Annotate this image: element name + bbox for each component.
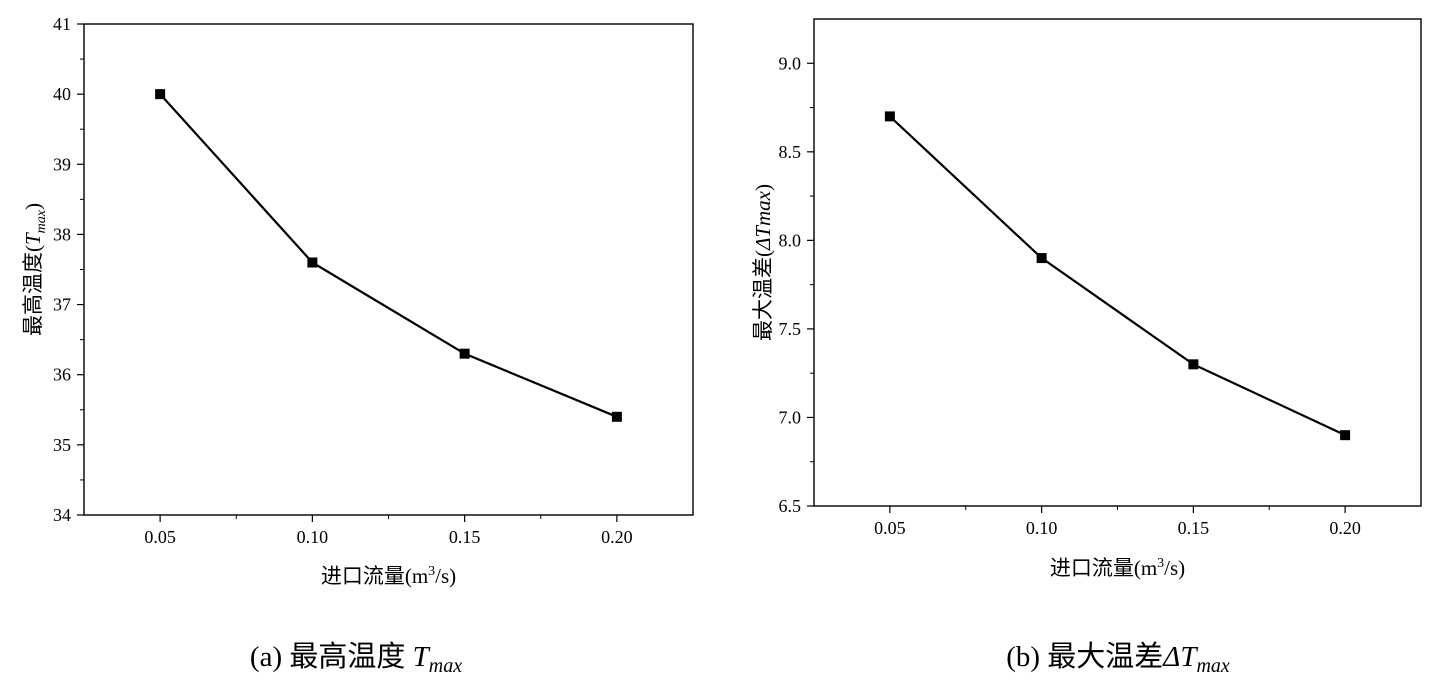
chart-a-caption-subscript: max bbox=[429, 655, 462, 677]
chart-b-data-point bbox=[1036, 253, 1047, 264]
chart-a-y-tick-label: 39 bbox=[53, 154, 71, 174]
chart-a-y-tick-label: 35 bbox=[53, 435, 71, 455]
chart-a-y-tick-label: 41 bbox=[53, 14, 71, 34]
chart-a-y-axis-title-tail: ) bbox=[21, 203, 45, 210]
chart-a-series-line bbox=[159, 93, 618, 418]
chart-b-data-point bbox=[884, 111, 895, 122]
chart-a-x-axis-title: 进口流量(m3/s) bbox=[321, 564, 456, 588]
chart-a-x-tick-label: 0.20 bbox=[601, 527, 633, 547]
chart-a-y-axis-title-main: 最高温度( bbox=[21, 245, 45, 336]
chart-b-x-tick-label: 0.10 bbox=[1026, 518, 1058, 538]
chart-a-y-tick-label: 36 bbox=[53, 365, 71, 385]
chart-a-caption-prefix: (a) 最高温度 bbox=[250, 640, 413, 673]
chart-a-x-tick-label: 0.10 bbox=[297, 527, 329, 547]
chart-a-y-axis-title-subscript: max bbox=[34, 209, 49, 233]
chart-b-data-point bbox=[1188, 359, 1199, 370]
chart-b-y-tick-label: 8.0 bbox=[779, 230, 802, 250]
chart-b-plot-frame bbox=[813, 18, 1422, 507]
chart-b-y-axis-title: 最大温差(ΔTmax) bbox=[751, 184, 775, 341]
chart-b-y-tick-label: 6.5 bbox=[779, 496, 802, 516]
chart-b-caption-symbol: ΔT bbox=[1162, 641, 1198, 673]
chart-a-x-axis-title-sup: 3 bbox=[428, 564, 435, 579]
chart-b-y-axis-title-tail: ) bbox=[751, 184, 775, 191]
chart-b-x-axis-title-tail: /s) bbox=[1164, 556, 1185, 580]
chart-a-y-tick-label: 34 bbox=[53, 505, 71, 525]
chart-b-x-tick-label: 0.20 bbox=[1329, 518, 1361, 538]
chart-b-x-axis-title: 进口流量(m3/s) bbox=[1050, 556, 1185, 580]
chart-b-x-axis-title-main: 进口流量(m bbox=[1050, 556, 1157, 580]
chart-a-y-tick-label: 40 bbox=[53, 84, 71, 104]
chart-a-caption-symbol: T bbox=[413, 641, 431, 673]
chart-a-data-point bbox=[155, 89, 166, 100]
chart-b: 0.05 0.10 0.15 0.20 6.5 7.0 7.5 8.0 8.5 9.0 进口流量(m… bbox=[751, 18, 1422, 677]
chart-b-series-line bbox=[889, 115, 1346, 437]
chart-b-y-tick-label: 8.5 bbox=[779, 142, 802, 162]
chart-b-y-axis-title-main: 最大温差( bbox=[751, 250, 775, 341]
chart-a-data-point bbox=[611, 411, 622, 422]
chart-b-y-axis-title-symbol: ΔTmax bbox=[751, 190, 775, 251]
chart-a-y-tick-label: 38 bbox=[53, 224, 71, 244]
chart-b-x-tick-label: 0.15 bbox=[1178, 518, 1210, 538]
chart-b-y-tick-label: 7.0 bbox=[779, 407, 802, 427]
chart-a-caption: (a) 最高温度 Tmax bbox=[250, 640, 462, 677]
chart-b-caption-subscript: max bbox=[1196, 655, 1229, 677]
chart-b-caption: (b) 最大温差ΔTmax bbox=[1006, 640, 1230, 677]
chart-b-x-tick-label: 0.05 bbox=[874, 518, 906, 538]
chart-a-data-point bbox=[459, 348, 470, 359]
chart-a-y-axis-title: 最高温度(Tmax) bbox=[21, 203, 49, 336]
chart-a-plot-frame bbox=[83, 23, 694, 516]
chart-a-y-tick-label: 37 bbox=[53, 295, 71, 315]
chart-b-data-point bbox=[1340, 430, 1351, 441]
chart-a-x-tick-label: 0.15 bbox=[449, 527, 481, 547]
chart-b-caption-prefix: (b) 最大温差 bbox=[1006, 640, 1163, 673]
chart-a-y-axis-title-symbol: T bbox=[21, 232, 45, 245]
chart-b-y-tick-label: 9.0 bbox=[779, 53, 802, 73]
chart-b-y-tick-label: 7.5 bbox=[779, 319, 802, 339]
chart-b-x-axis-title-sup: 3 bbox=[1157, 556, 1164, 571]
chart-a-x-axis-title-tail: /s) bbox=[435, 564, 456, 588]
chart-a-x-axis-title-main: 进口流量(m bbox=[321, 564, 428, 588]
chart-a-x-tick-label: 0.05 bbox=[144, 527, 176, 547]
chart-a-data-point bbox=[307, 257, 318, 268]
chart-a: 0.05 0.10 0.15 0.20 34 35 36 37 38 39 40 41 进口流量(m3/… bbox=[21, 14, 694, 677]
